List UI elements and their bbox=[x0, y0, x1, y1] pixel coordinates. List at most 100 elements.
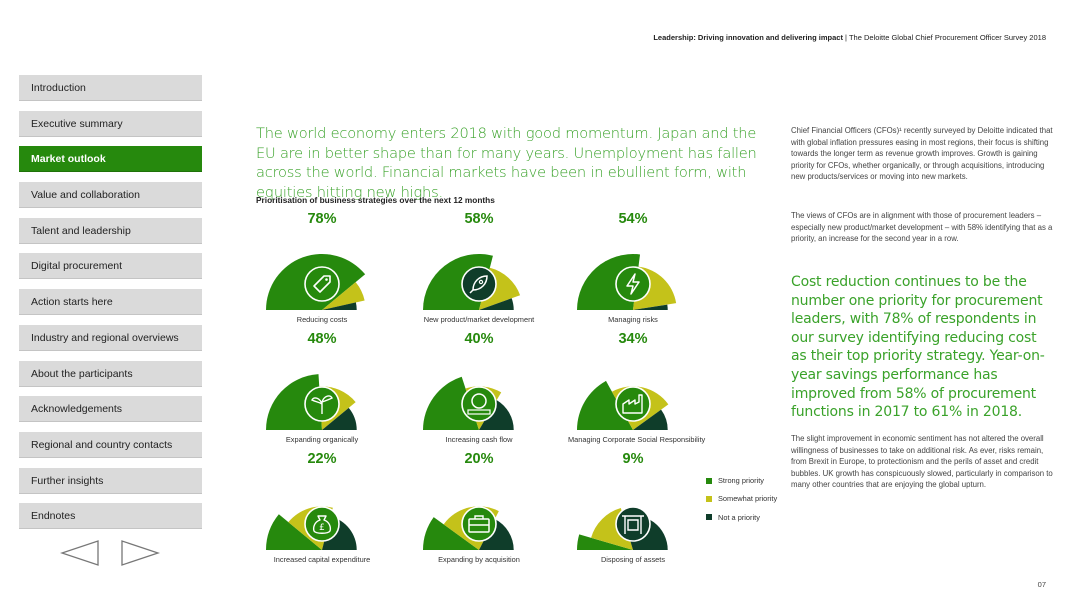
gauge-reducing-costs: 78% Reducing costs bbox=[257, 208, 387, 324]
sidebar-item-talent-leadership[interactable]: Talent and leadership bbox=[19, 217, 202, 244]
factory-icon bbox=[615, 386, 651, 422]
gauge-caption: New product/market development bbox=[423, 315, 535, 324]
gauge-segment-not bbox=[479, 519, 514, 550]
legend-swatch-strong bbox=[706, 477, 712, 484]
gauge-expanding-by-acquisition: 20% Expanding by acquisition bbox=[414, 448, 544, 564]
gauge-caption: Increased capital expenditure bbox=[273, 555, 371, 564]
gauge-segment-strong bbox=[577, 534, 633, 550]
rocket-icon bbox=[461, 266, 497, 302]
page-number: 07 bbox=[1037, 580, 1046, 589]
header-separator: | bbox=[842, 33, 849, 42]
sidebar-item-further-insights[interactable]: Further insights bbox=[19, 467, 202, 494]
gauge-percentage-label: 78% bbox=[307, 211, 337, 227]
sidebar-item-introduction[interactable]: Introduction bbox=[19, 75, 202, 101]
legend-label-strong: Strong priority bbox=[718, 476, 765, 485]
gauge-segment-somewhat bbox=[322, 282, 365, 310]
legend-not: Not a priority bbox=[706, 513, 777, 522]
gauge-percentage-label: 20% bbox=[464, 451, 494, 467]
gauge-svg bbox=[577, 380, 669, 430]
gauge-segment-not bbox=[633, 409, 668, 430]
sidebar-nav: Introduction Executive summary Market ou… bbox=[19, 75, 202, 539]
gauge-caption: Expanding organically bbox=[285, 435, 359, 444]
gauge-percentage-label: 22% bbox=[307, 451, 337, 467]
building-icon bbox=[615, 506, 651, 542]
sidebar-item-acknowledgements[interactable]: Acknowledgements bbox=[19, 396, 202, 423]
sidebar-item-endnotes[interactable]: Endnotes bbox=[19, 503, 202, 530]
gauge-segment-strong bbox=[266, 514, 322, 550]
running-header: Leadership: Driving innovation and deliv… bbox=[653, 33, 1046, 42]
body-paragraph-1-container: Chief Financial Officers (CFOs)¹ recentl… bbox=[791, 125, 1053, 183]
legend-strong: Strong priority bbox=[706, 476, 777, 485]
gauge-segment-not bbox=[322, 302, 357, 310]
gauge-segment-not bbox=[322, 407, 357, 430]
gauge-svg bbox=[423, 376, 514, 430]
gauge-increased-capital-expenditure: 22% £ Increased capital expenditure bbox=[257, 448, 387, 564]
moneybag-icon: £ bbox=[304, 506, 340, 542]
legend-swatch-not bbox=[706, 514, 712, 521]
legend-label-somewhat: Somewhat priority bbox=[718, 494, 778, 504]
sidebar-item-action-starts-here[interactable]: Action starts here bbox=[19, 289, 202, 316]
gauge-svg bbox=[577, 506, 668, 550]
body-paragraph-1: Chief Financial Officers (CFOs)¹ recentl… bbox=[791, 126, 1053, 182]
sprout-icon bbox=[304, 386, 340, 422]
gauge-segment-not bbox=[633, 304, 668, 310]
sidebar-item-market-outlook[interactable]: Market outlook bbox=[19, 146, 202, 173]
gauge-caption: Managing Corporate Social Responsibility bbox=[568, 435, 706, 444]
body-paragraph-2-container: The views of CFOs are in alignment with … bbox=[791, 210, 1053, 245]
gauge-percentage-label: 48% bbox=[307, 331, 337, 347]
gauge-segment-not bbox=[479, 400, 514, 430]
header-title: Leadership: Driving innovation and deliv… bbox=[653, 33, 843, 42]
gauge-caption: Disposing of assets bbox=[600, 555, 666, 564]
previous-page-arrow-icon[interactable] bbox=[60, 540, 100, 566]
gauge-percentage-label: 34% bbox=[618, 331, 648, 347]
pull-quote: Cost reduction continues to be the numbe… bbox=[791, 274, 1045, 421]
gauge-disposing-of-assets: 9% Disposing of assets bbox=[568, 448, 698, 564]
gauge-caption: Managing risks bbox=[608, 315, 658, 324]
coins-icon bbox=[461, 386, 497, 422]
gauge-segment-strong bbox=[423, 517, 479, 550]
gauge-managing-corporate-social-responsibility: 34% Managing Corporate Social Responsibil… bbox=[568, 328, 706, 444]
svg-text:£: £ bbox=[319, 523, 325, 533]
body-paragraph-3-container: The slight improvement in economic senti… bbox=[791, 433, 1053, 491]
gauge-segment-strong bbox=[423, 376, 479, 430]
gauge-caption: Increasing cash flow bbox=[445, 435, 513, 444]
sidebar-item-value-collaboration[interactable]: Value and collaboration bbox=[19, 182, 202, 209]
gauge-svg bbox=[577, 253, 677, 310]
gauge-expanding-organically: 48% Expanding organically bbox=[257, 328, 387, 444]
gauge-svg bbox=[423, 253, 521, 310]
gauge-svg: £ bbox=[266, 506, 357, 550]
briefcase-icon bbox=[461, 506, 497, 542]
gauge-percentage-label: 58% bbox=[464, 211, 494, 227]
body-paragraph-3: The slight improvement in economic senti… bbox=[791, 434, 1053, 490]
legend-label-not: Not a priority bbox=[718, 512, 760, 522]
next-page-arrow-icon[interactable] bbox=[120, 540, 160, 566]
gauge-caption: Reducing costs bbox=[296, 315, 348, 324]
gauge-svg bbox=[423, 506, 514, 550]
gauge-increasing-cash-flow: 40% Increasing cash flow bbox=[414, 328, 544, 444]
chart-legend: Strong priority Somewhat priority Not a … bbox=[706, 476, 777, 531]
sidebar-item-executive-summary[interactable]: Executive summary bbox=[19, 110, 202, 137]
gauge-svg bbox=[266, 374, 357, 430]
sidebar-item-digital-procurement[interactable]: Digital procurement bbox=[19, 253, 202, 280]
gauge-percentage-label: 9% bbox=[622, 451, 644, 467]
sidebar-item-about-participants[interactable]: About the participants bbox=[19, 360, 202, 387]
gauge-percentage-label: 54% bbox=[618, 211, 648, 227]
gauge-caption: Expanding by acquisition bbox=[438, 555, 520, 564]
gauge-segment-strong bbox=[577, 380, 633, 430]
gauge-managing-risks: 54% Managing risks bbox=[568, 208, 698, 324]
gauge-segment-strong bbox=[266, 374, 322, 430]
legend-swatch-somewhat bbox=[706, 495, 712, 502]
gauge-segment-not bbox=[479, 298, 514, 310]
lead-paragraph: The world economy enters 2018 with good … bbox=[256, 125, 757, 201]
tag-icon bbox=[304, 266, 340, 302]
page-navigation bbox=[60, 540, 160, 566]
legend-somewhat: Somewhat priority bbox=[706, 494, 777, 503]
gauge-new-product-market-development: 58% New product/market development bbox=[414, 208, 544, 324]
sidebar-item-regional-contacts[interactable]: Regional and country contacts bbox=[19, 431, 202, 458]
sidebar-item-industry-regional[interactable]: Industry and regional overviews bbox=[19, 324, 202, 351]
gauge-svg bbox=[266, 253, 366, 310]
body-paragraph-2: The views of CFOs are in alignment with … bbox=[791, 211, 1053, 244]
header-subtitle: The Deloitte Global Chief Procurement Of… bbox=[848, 33, 1046, 42]
lightning-icon bbox=[615, 266, 651, 302]
chart-title: Prioritisation of business strategies ov… bbox=[256, 195, 495, 205]
